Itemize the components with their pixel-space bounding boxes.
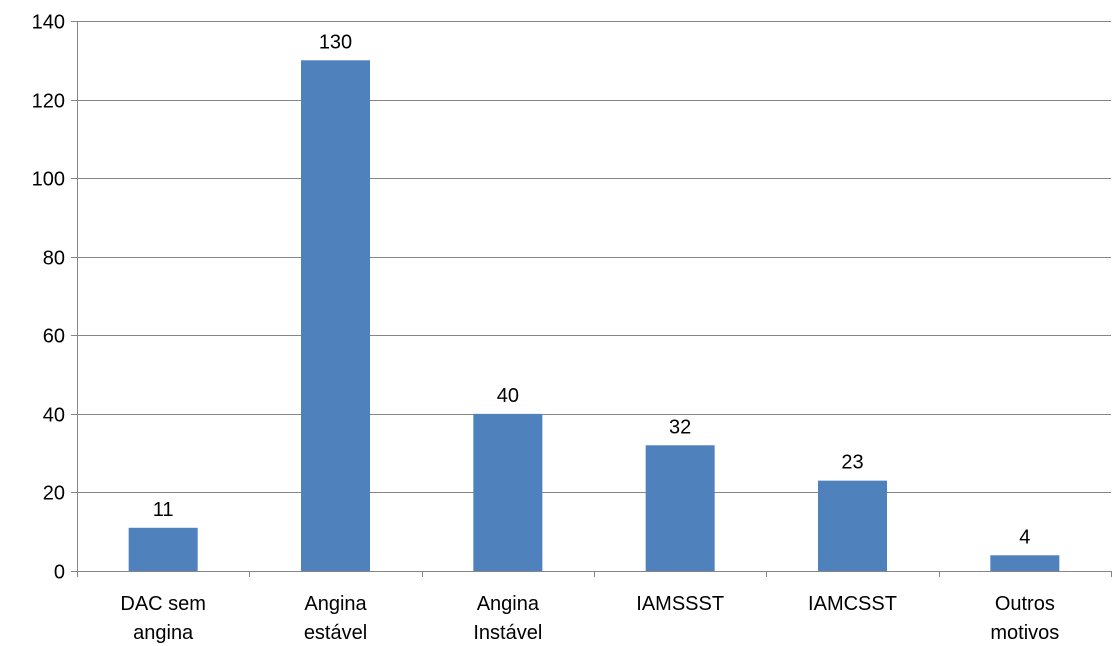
- data-label: 40: [497, 385, 519, 407]
- x-category-label-line: IAMSSST: [636, 593, 724, 615]
- x-category-label-line: Angina: [304, 593, 367, 615]
- bar: [301, 60, 370, 572]
- y-tick-label: 0: [54, 562, 65, 584]
- x-category-label-line: DAC sem: [120, 593, 206, 615]
- y-tick-label: 80: [43, 248, 65, 270]
- bar: [990, 555, 1060, 571]
- x-category-label-line: estável: [304, 622, 367, 644]
- data-label: 4: [1019, 526, 1030, 548]
- bar: [645, 445, 715, 571]
- bar: [473, 413, 543, 571]
- gridlines: [77, 21, 1111, 493]
- x-category-label-line: Angina: [477, 593, 540, 615]
- y-tick-label: 120: [32, 91, 65, 113]
- x-category-label-line: angina: [133, 622, 194, 644]
- data-label: 130: [319, 31, 352, 53]
- y-tick-label: 60: [43, 326, 65, 348]
- x-category-label: Outros motivos: [990, 593, 1059, 644]
- x-category-label: DAC sem angina: [120, 593, 206, 644]
- bar: [818, 480, 887, 571]
- labels: 0 20 40 60 80 100 120 140 11 DAC sem angina 130 Angi…: [32, 12, 1060, 645]
- data-label: 11: [153, 499, 174, 521]
- bars: [128, 60, 1060, 572]
- x-category-label: IAMSSST: [636, 593, 724, 615]
- axes: [71, 21, 1112, 577]
- data-label: 23: [841, 452, 863, 474]
- x-category-label: Angina estável: [304, 593, 368, 644]
- y-tick-label: 20: [43, 483, 65, 505]
- y-tick-label: 40: [43, 405, 65, 427]
- y-tick-label: 140: [32, 12, 65, 34]
- x-category-label-line: motivos: [990, 622, 1059, 644]
- x-category-label-line: IAMCSST: [808, 593, 897, 615]
- x-category-label-line: Outros: [995, 593, 1055, 615]
- y-tick-label: 100: [32, 169, 65, 191]
- data-label: 32: [669, 416, 691, 438]
- x-category-label: IAMCSST: [808, 593, 897, 615]
- bar: [128, 527, 198, 571]
- x-category-label-line: Instável: [473, 622, 542, 644]
- x-category-label: Angina Instável: [473, 593, 542, 644]
